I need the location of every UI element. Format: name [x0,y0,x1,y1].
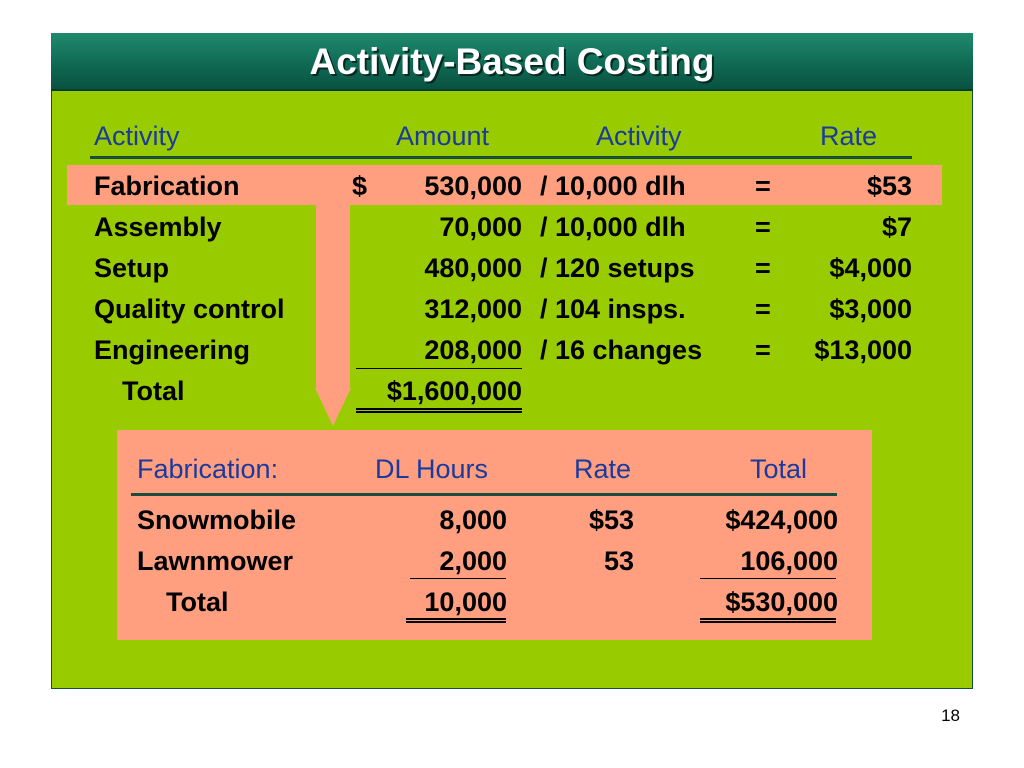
sub-row-total: 106,000 [740,546,838,576]
page-number: 18 [941,706,960,725]
row-rate: $53 [866,171,912,201]
sub-row-hours: 8,000 [439,505,507,535]
row-divisor: / 120 setups [540,253,695,283]
total-double-underline [356,408,522,413]
header-activity-measure: Activity [596,121,682,151]
row-equals: = [755,212,771,242]
row-rate: $3,000 [829,294,912,324]
title-bar [51,33,973,91]
sub-row-rate: 53 [603,546,634,576]
row-name: Engineering [94,335,251,365]
row-amount: 480,000 [424,253,522,283]
row-name: Assembly [94,212,222,242]
slide-title: Activity-Based Costing [309,41,715,82]
row-rate: $13,000 [814,335,912,365]
row-amount: 208,000 [424,335,522,365]
sub-total-hours: 10,000 [424,587,507,617]
header-amount: Amount [396,121,490,151]
header-activity: Activity [94,121,180,151]
arrow-down-icon [315,388,351,426]
header-rule [90,156,912,159]
sub-row-name: Snowmobile [137,505,297,535]
header-rate: Rate [820,121,878,151]
row-name: Fabrication [94,171,240,201]
row-equals: = [755,253,771,283]
row-name: Setup [94,253,170,283]
sub-row-total: $424,000 [725,505,838,535]
sub-hours-double-underline [406,618,506,623]
sub-row-hours: 2,000 [439,546,507,576]
subtotal-underline [356,368,522,369]
fabrication-allocation-box [117,430,872,640]
fabrication-highlight [67,165,942,205]
row-divisor: / 104 insps. [540,294,686,324]
row-equals: = [755,171,771,201]
row-rate: $7 [881,212,912,242]
row-equals: = [755,335,771,365]
row-name: Quality control [94,294,285,324]
row-amount: 312,000 [424,294,522,324]
total-label: Total [122,376,185,406]
sub-header-rate: Rate [574,454,632,484]
sub-total-double-underline [700,618,836,623]
sub-header-hours: DL Hours [375,454,489,484]
arrow-shaft [316,203,350,389]
row-equals: = [755,294,771,324]
sub-total-label: Total [166,587,229,617]
sub-row-rate: $53 [588,505,634,535]
sub-total-amount: $530,000 [725,587,838,617]
sub-row-name: Lawnmower [137,546,294,576]
total-amount: $1,600,000 [386,376,522,406]
row-divisor: / 16 changes [540,335,703,365]
sub-header-rule [131,493,837,496]
sub-total-underline [700,578,836,579]
row-divisor: / 10,000 dlh [540,212,686,242]
sub-header-total: Total [750,454,808,484]
row-amount: 530,000 [424,171,522,201]
row-amount: 70,000 [439,212,522,242]
row-rate: $4,000 [829,253,912,283]
sub-hours-underline [410,578,506,579]
sub-header-label: Fabrication: [137,454,279,484]
row-dollar: $ [352,171,368,201]
row-divisor: / 10,000 dlh [540,171,686,201]
